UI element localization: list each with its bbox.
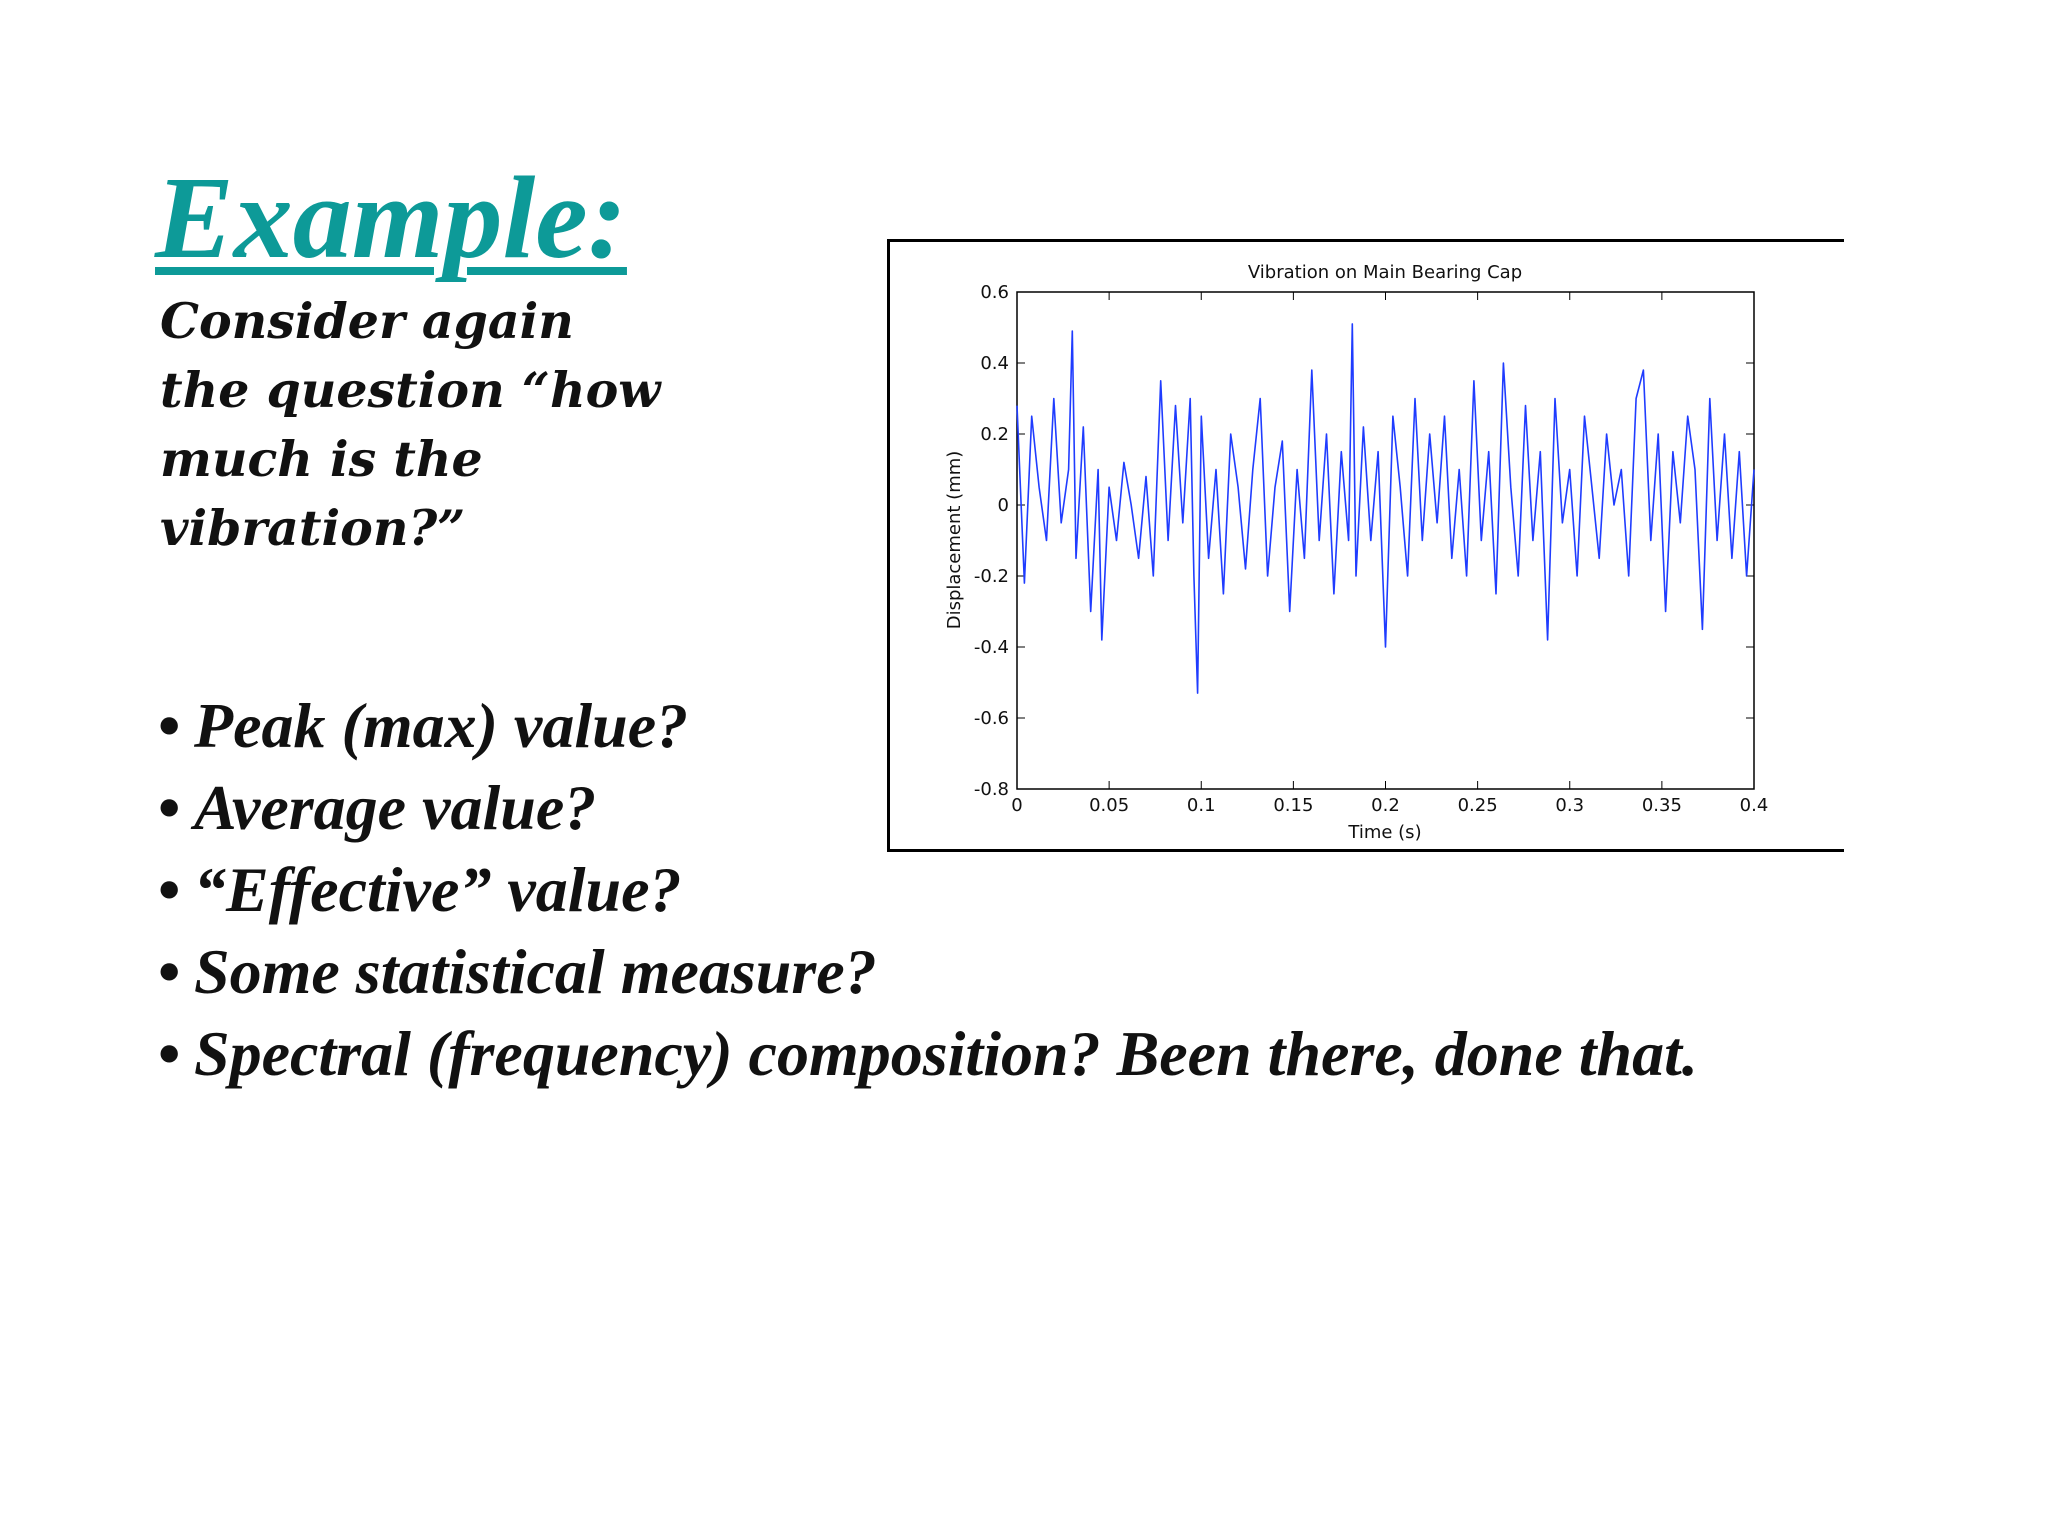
bullet-text: “Effective” value? xyxy=(194,854,682,925)
bullet-symbol: • xyxy=(158,854,181,925)
bullet-symbol: • xyxy=(158,1018,181,1089)
bullet-item: • Some statistical measure? xyxy=(158,931,1698,1013)
bullet-text: Some statistical measure? xyxy=(194,936,877,1007)
bullet-symbol: • xyxy=(158,690,181,761)
slide-title: Example: xyxy=(155,152,627,283)
x-tick-label: 0.05 xyxy=(1089,795,1129,816)
bullet-item: • “Effective” value? xyxy=(158,849,1698,931)
bullet-item: • Peak (max) value? xyxy=(158,685,1698,767)
intro-line: the question “how xyxy=(160,361,661,419)
bullet-text: Spectral (frequency) composition? Been t… xyxy=(194,1018,1698,1089)
bullet-symbol: • xyxy=(158,936,181,1007)
bullet-text: Peak (max) value? xyxy=(194,690,689,761)
y-tick-label: -0.2 xyxy=(974,566,1009,587)
bullet-item: • Average value? xyxy=(158,767,1698,849)
intro-question: Consider again the question “how much is… xyxy=(160,287,800,563)
y-tick-label: -0.8 xyxy=(974,779,1009,800)
x-tick-label: 0.15 xyxy=(1273,795,1313,816)
x-axis-label: Time (s) xyxy=(1347,822,1421,843)
x-tick-label: 0.35 xyxy=(1642,795,1682,816)
x-tick-label: 0.25 xyxy=(1458,795,1498,816)
series-line xyxy=(1016,323,1755,694)
axis-ticks: 0 0.05 0.1 0.15 0.2 0.25 0.3 0.35 0.4 -0.8 -0.6 -0.… xyxy=(974,282,1768,816)
x-tick-label: 0.2 xyxy=(1371,795,1400,816)
y-tick-label: 0.2 xyxy=(980,424,1009,445)
y-tick-label: -0.4 xyxy=(974,637,1009,658)
x-tick-label: 0 xyxy=(1011,795,1022,816)
y-tick-label: 0.4 xyxy=(980,353,1009,374)
bullet-list: • Peak (max) value? • Average value? • “Eff… xyxy=(158,685,1698,1095)
x-tick-label: 0.1 xyxy=(1187,795,1216,816)
intro-line: vibration?” xyxy=(160,499,466,557)
plot-area xyxy=(1016,291,1755,790)
bullet-item: • Spectral (frequency) composition? Been … xyxy=(158,1013,1698,1095)
intro-line: Consider again xyxy=(160,292,574,350)
bullet-symbol: • xyxy=(158,772,181,843)
vibration-chart: Vibration on Main Bearing Cap Time (s) D… xyxy=(944,262,1768,843)
x-tick-label: 0.3 xyxy=(1555,795,1584,816)
y-axis-label: Displacement (mm) xyxy=(944,451,965,630)
y-tick-label: -0.6 xyxy=(974,708,1009,729)
y-tick-label: 0.6 xyxy=(980,282,1009,303)
vibration-chart-figure: Vibration on Main Bearing Cap Time (s) D… xyxy=(887,239,1844,852)
chart-title: Vibration on Main Bearing Cap xyxy=(1248,262,1522,283)
bullet-text: Average value? xyxy=(194,772,597,843)
intro-line: much is the xyxy=(160,430,483,488)
y-tick-label: 0 xyxy=(998,495,1009,516)
x-tick-label: 0.4 xyxy=(1740,795,1769,816)
